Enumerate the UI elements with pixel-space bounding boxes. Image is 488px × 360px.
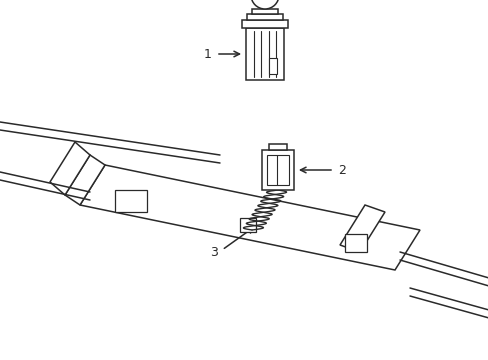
Bar [345,234,366,252]
Polygon shape [80,165,419,270]
Bar [246,14,283,20]
Text: 2: 2 [337,163,345,176]
Bar [245,28,284,80]
Bar [251,9,278,14]
Polygon shape [339,205,384,252]
Bar [268,58,276,74]
Text: 1: 1 [203,48,212,60]
Polygon shape [65,155,105,205]
Circle shape [250,0,279,9]
Bar [115,190,147,212]
Bar [242,20,287,28]
Text: 3: 3 [210,246,218,258]
Bar [262,150,293,190]
Bar [268,144,286,150]
Bar [240,218,256,232]
Polygon shape [50,142,90,195]
Bar [266,155,288,185]
